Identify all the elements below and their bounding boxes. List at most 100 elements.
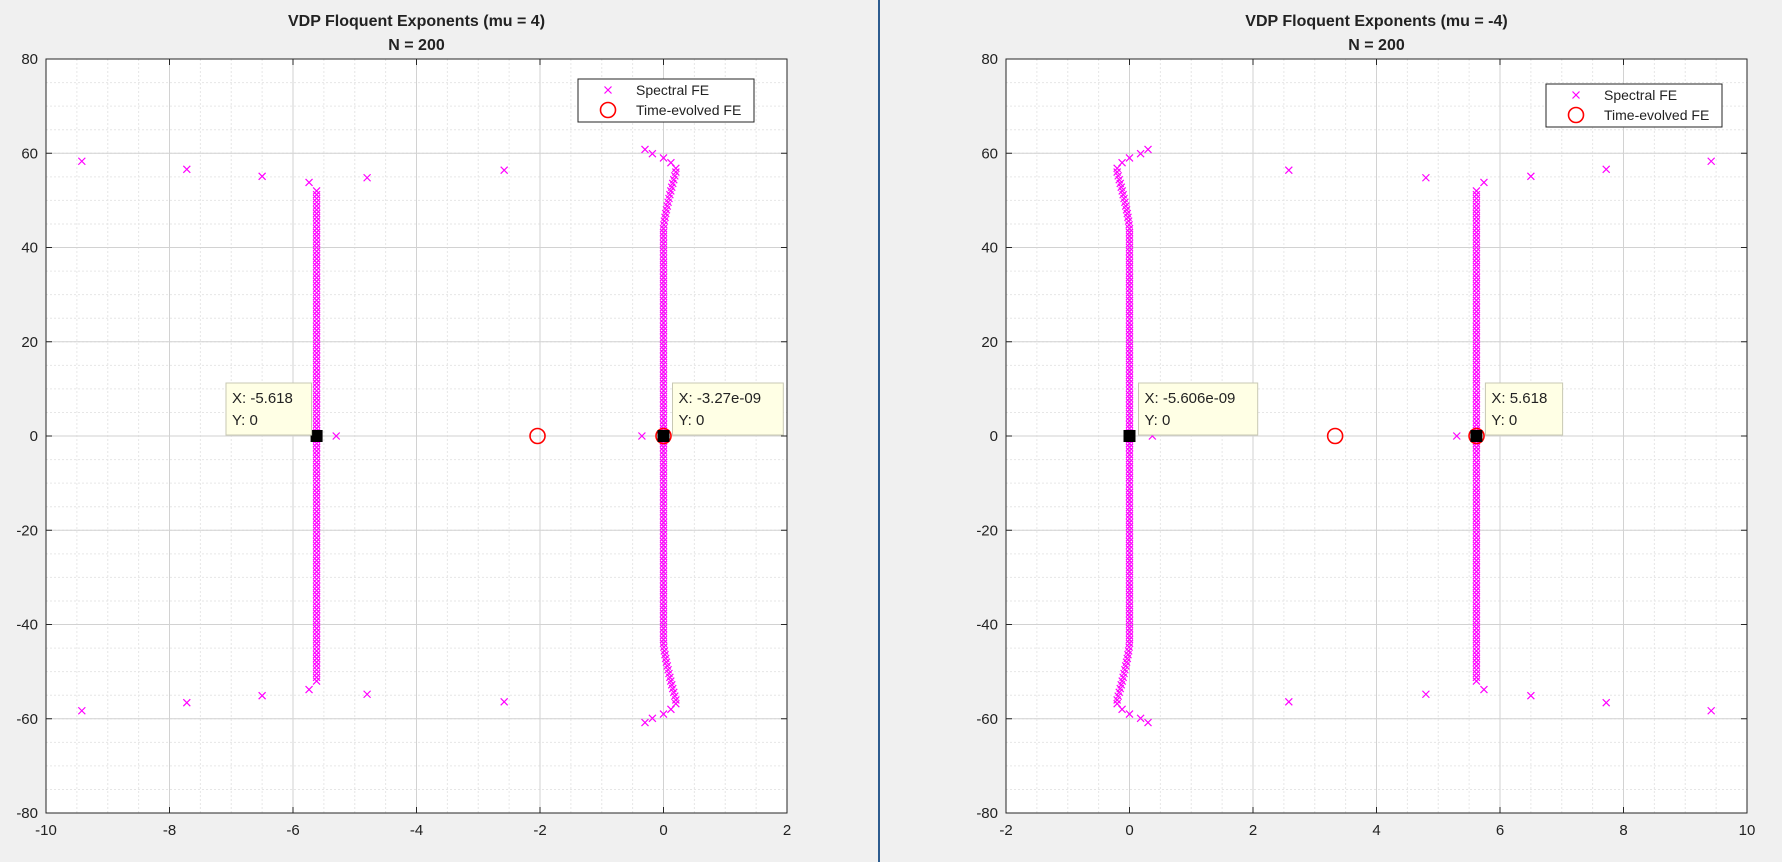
spectral-fe-point [1125, 356, 1134, 365]
spectral-fe-point [1472, 665, 1481, 674]
spectral-fe-point [1144, 718, 1152, 727]
x-marker-stroke [312, 356, 321, 365]
spectral-fe-point [1125, 462, 1134, 471]
spectral-fe-point [1472, 307, 1481, 316]
spectral-fe-point [659, 518, 668, 527]
spectral-fe-point [1472, 552, 1481, 561]
x-marker-stroke [1125, 266, 1134, 275]
spectral-fe-point [1125, 710, 1134, 718]
x-marker-stroke [659, 262, 668, 271]
spectral-fe-point [1472, 413, 1481, 422]
spectral-fe-point [671, 699, 680, 708]
x-tick-label: 2 [1249, 822, 1257, 839]
spectral-fe-point [1125, 420, 1134, 429]
x-marker-stroke [312, 239, 321, 248]
spectral-fe-point [659, 251, 668, 259]
spectral-fe-point [1472, 202, 1481, 210]
spectral-fe-point [1125, 548, 1134, 557]
spectral-fe-point [1125, 285, 1134, 293]
x-marker-stroke [659, 300, 668, 308]
datatip-y-label: Y: 0 [232, 412, 258, 429]
x-marker-stroke [1125, 337, 1134, 346]
x-marker-stroke [659, 639, 668, 648]
x-marker-stroke [1125, 236, 1134, 244]
x-marker-stroke [312, 364, 321, 373]
x-marker-stroke [1125, 492, 1134, 501]
x-marker-stroke [659, 590, 668, 599]
x-marker-stroke [312, 507, 321, 516]
x-marker-stroke [77, 706, 86, 715]
spectral-fe-point [659, 586, 668, 595]
x-marker-stroke [1526, 691, 1535, 700]
spectral-fe-point [363, 173, 372, 182]
x-marker-stroke [312, 548, 321, 557]
x-marker-stroke [1472, 285, 1481, 293]
x-marker-stroke [1125, 383, 1134, 391]
spectral-fe-point [1472, 405, 1481, 414]
spectral-fe-point [1472, 334, 1481, 342]
spectral-fe-point [1125, 620, 1134, 629]
x-marker-stroke [659, 420, 668, 429]
x-marker-stroke [1472, 224, 1481, 233]
spectral-fe-point [1472, 198, 1481, 207]
spectral-fe-point [1472, 590, 1481, 599]
x-marker-stroke [312, 228, 321, 237]
spectral-fe-point [1472, 352, 1481, 361]
spectral-fe-point [312, 398, 321, 406]
legend-spectral-marker [1572, 91, 1580, 99]
x-marker-stroke [659, 458, 668, 467]
x-marker-stroke [312, 243, 321, 252]
spectral-fe-point [312, 364, 321, 373]
spectral-fe-point [659, 247, 668, 256]
x-marker-stroke [312, 624, 321, 633]
x-marker-stroke [1118, 705, 1127, 714]
x-marker-stroke [1472, 515, 1481, 523]
x-marker-stroke [1125, 285, 1134, 293]
x-marker-stroke [659, 326, 668, 335]
x-marker-stroke [1472, 620, 1481, 629]
spectral-fe-point [1472, 281, 1481, 290]
x-marker-stroke [1472, 556, 1481, 565]
spectral-fe-point [1472, 251, 1481, 259]
x-marker-stroke [312, 409, 321, 418]
x-marker-stroke [659, 605, 668, 614]
x-marker-stroke [1125, 443, 1134, 452]
legend-label-spectral: Spectral FE [1604, 87, 1677, 103]
spectral-fe-point [312, 303, 321, 312]
x-marker-stroke [1125, 330, 1134, 339]
x-marker-stroke [1125, 447, 1134, 456]
y-tick-label: -60 [976, 711, 998, 728]
x-marker-stroke [312, 515, 321, 523]
x-marker-stroke [648, 149, 657, 158]
spectral-fe-point [659, 541, 668, 550]
spectral-fe-point [1125, 154, 1134, 162]
spectral-fe-point [1125, 232, 1134, 241]
x-marker-stroke [312, 533, 321, 542]
x-marker-stroke [659, 522, 668, 531]
x-marker-stroke [312, 646, 321, 655]
x-marker-stroke [1125, 582, 1134, 591]
time-evolved-fe-point [1326, 427, 1344, 445]
x-marker-stroke [1472, 269, 1481, 278]
spectral-fe-point [1472, 303, 1481, 312]
spectral-fe-point [659, 322, 668, 331]
spectral-fe-point [1472, 662, 1481, 670]
x-marker-stroke [659, 375, 668, 384]
x-tick-label: -8 [163, 822, 176, 839]
spectral-fe-point [1472, 597, 1481, 606]
spectral-fe-point [312, 515, 321, 523]
x-marker-stroke [312, 541, 321, 550]
spectral-fe-point [312, 450, 321, 459]
x-marker-stroke [1472, 601, 1481, 610]
x-marker-stroke [312, 194, 321, 203]
spectral-fe-point [1526, 172, 1535, 181]
spectral-fe-point [1125, 386, 1134, 395]
x-marker-stroke [312, 307, 321, 316]
spectral-fe-point [312, 518, 321, 527]
x-marker-stroke [312, 530, 321, 538]
x-marker-stroke [1472, 349, 1481, 357]
panel-divider[interactable] [878, 0, 880, 862]
spectral-fe-point [659, 394, 668, 403]
spectral-fe-point [312, 311, 321, 320]
x-marker-stroke [648, 714, 657, 723]
